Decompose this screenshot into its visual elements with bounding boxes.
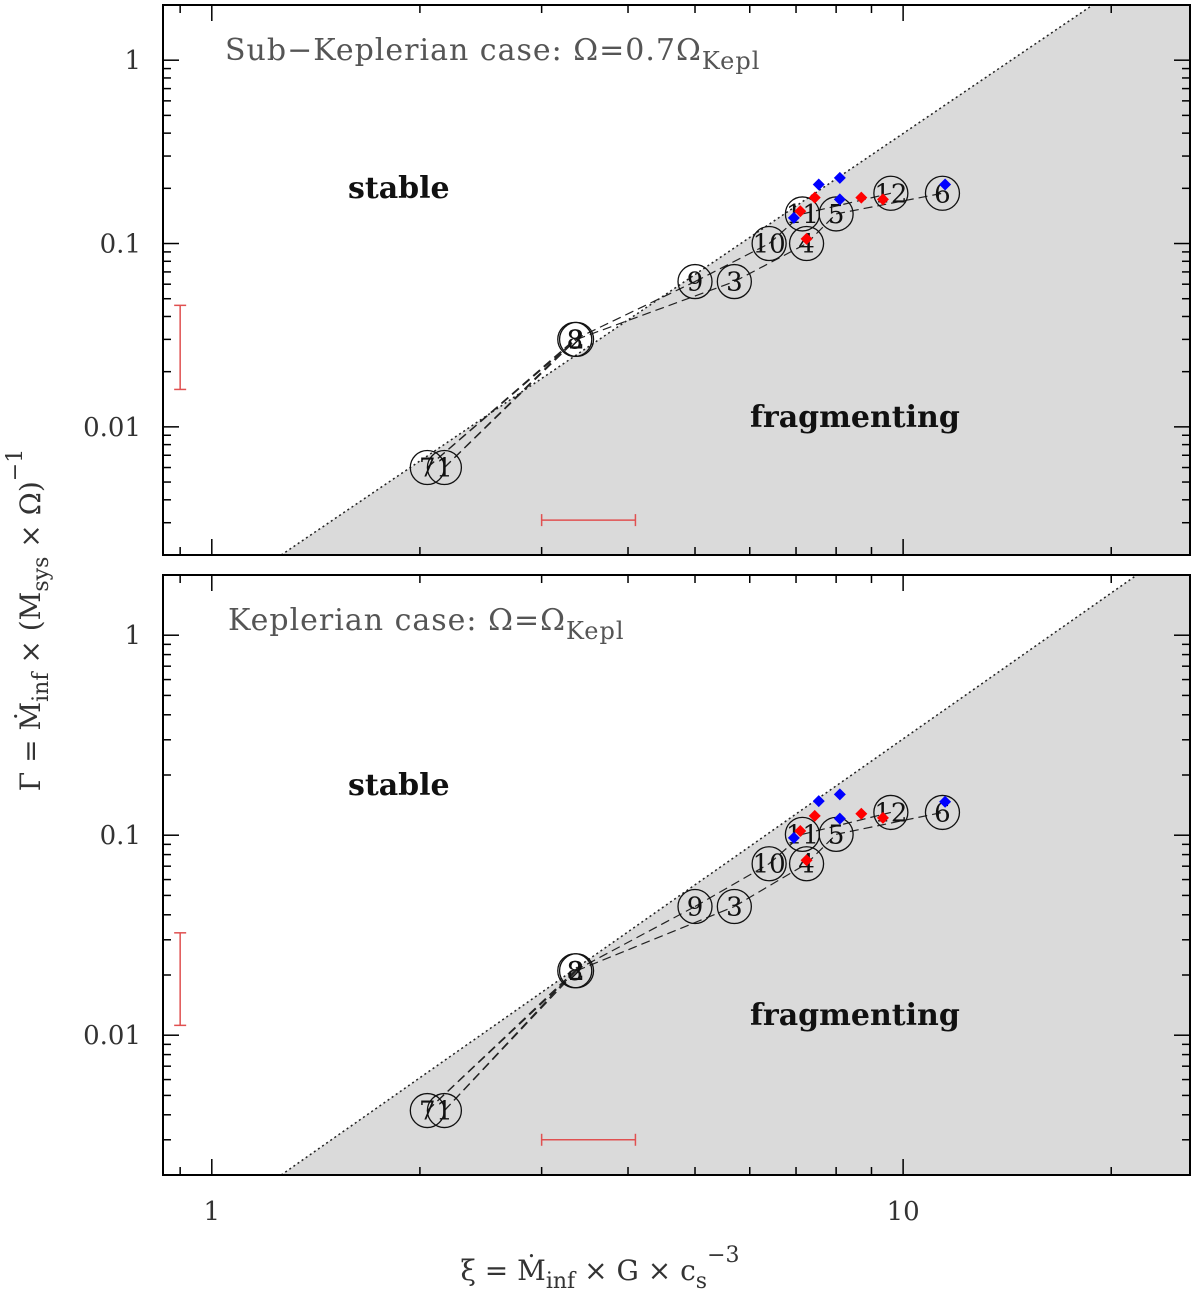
point-label: 8	[566, 325, 583, 355]
point-circle	[818, 196, 854, 232]
point-circle	[924, 794, 961, 831]
blue-marker	[939, 795, 952, 808]
point-label: 12	[874, 798, 907, 828]
point-circle	[716, 888, 752, 925]
y-tick-label: 1	[124, 46, 141, 76]
blue-marker	[812, 795, 825, 808]
red-marker	[794, 205, 807, 218]
red-marker	[876, 811, 889, 824]
y-tick-label: 0.01	[83, 1021, 141, 1051]
point-circle	[677, 263, 713, 300]
point-label: 1	[436, 1097, 453, 1127]
point-circle	[751, 225, 787, 262]
point-circle	[558, 321, 595, 358]
point-label: 2	[568, 957, 585, 987]
dashed-path	[443, 970, 577, 1111]
red-marker	[876, 193, 889, 206]
fragmenting-label: fragmenting	[750, 998, 960, 1033]
point-label: 1	[436, 454, 453, 484]
point-circle	[426, 449, 463, 486]
blue-marker	[787, 831, 800, 844]
blue-marker	[939, 178, 952, 191]
point-circle	[873, 175, 909, 211]
dashed-path	[694, 863, 770, 908]
point-circle	[558, 953, 595, 989]
fragmenting-region	[281, 5, 1190, 555]
point-circle	[873, 794, 909, 831]
dashed-path	[802, 192, 891, 215]
dashed-path	[836, 811, 943, 835]
point-label: 3	[726, 893, 743, 923]
red-marker	[800, 854, 813, 867]
y-tick-label: 0.1	[100, 230, 141, 260]
point-circle	[716, 263, 752, 300]
red-marker	[855, 807, 868, 820]
dashed-path	[574, 905, 696, 972]
red-marker	[808, 809, 821, 822]
dashed-path	[443, 338, 577, 468]
fragmenting-label: fragmenting	[750, 400, 960, 435]
x-tick-label: 1	[204, 1197, 221, 1227]
red-marker	[855, 191, 868, 204]
point-circle	[788, 846, 825, 882]
dashed-path	[768, 213, 803, 244]
x-tick-label: 10	[887, 1197, 920, 1227]
y-tick-label: 0.1	[100, 821, 141, 851]
point-label: 10	[753, 230, 786, 260]
point-circle	[409, 449, 445, 486]
point-circle	[924, 175, 961, 211]
dashed-path	[806, 833, 837, 865]
point-label: 5	[828, 200, 845, 230]
plot-area: 718293104115126	[163, 575, 1190, 1175]
dashed-path	[836, 192, 943, 215]
stable-label: stable	[348, 171, 450, 206]
blue-marker	[833, 812, 846, 825]
stable-label: stable	[348, 768, 450, 803]
point-label: 5	[828, 820, 845, 850]
point-circle	[677, 888, 713, 925]
blue-marker	[833, 193, 846, 206]
point-circle	[426, 1092, 463, 1129]
red-marker	[800, 232, 813, 245]
point-label: 9	[687, 268, 704, 298]
boundary-line	[280, 5, 1094, 555]
y-tick-label: 0.01	[83, 413, 141, 443]
point-label: 9	[687, 893, 704, 923]
plot-frame	[162, 574, 1191, 1176]
point-circle	[751, 846, 787, 882]
point-label: 10	[753, 850, 786, 880]
y-tick-label: 1	[124, 621, 141, 651]
plot-frame	[162, 4, 1191, 556]
dashed-path	[426, 970, 577, 1111]
case-title: Keplerian case: Ω=ΩKepl	[228, 603, 625, 645]
red-marker	[794, 824, 807, 837]
case-title: Sub−Keplerian case: Ω=0.7ΩKepl	[225, 33, 760, 75]
dashed-path	[574, 281, 696, 340]
dashed-path	[802, 811, 892, 835]
dashed-path	[426, 338, 577, 468]
plot-area: 718293104115126	[163, 5, 1190, 555]
red-marker	[808, 191, 821, 204]
blue-marker	[833, 788, 846, 801]
point-circle	[409, 1092, 445, 1129]
point-circle	[788, 225, 825, 262]
fragmenting-region	[281, 575, 1190, 1175]
point-label: 3	[726, 268, 743, 298]
point-label: 2	[568, 325, 585, 355]
blue-marker	[787, 211, 800, 224]
dashed-path	[576, 281, 735, 340]
blue-marker	[833, 171, 846, 184]
blue-marker	[812, 178, 825, 191]
y-axis-title: Γ = Ṁinf × (Msys × Ω)−1	[3, 449, 54, 791]
point-label: 8	[566, 957, 583, 987]
x-axis-title: ξ = Ṁinf × G × cs−3	[460, 1243, 739, 1293]
point-label: 12	[874, 179, 907, 209]
boundary-line	[280, 575, 1138, 1175]
